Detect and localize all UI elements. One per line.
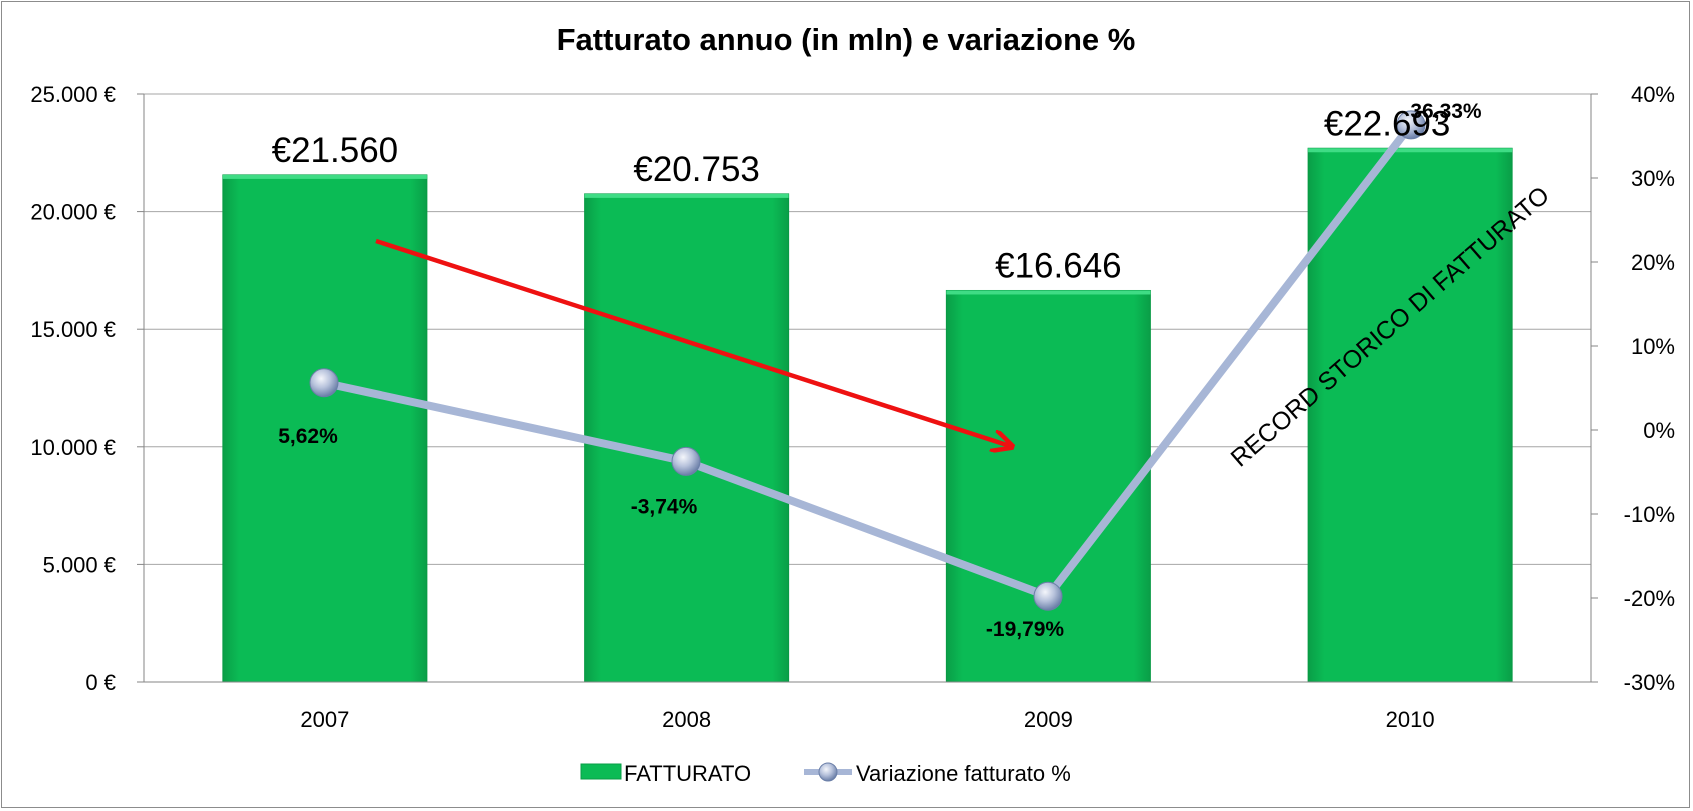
bar-top-highlight-2008 — [584, 193, 789, 198]
right-tick-label-7: 40% — [1631, 82, 1675, 107]
right-tick-label-6: 30% — [1631, 166, 1675, 191]
bar-2008 — [584, 193, 790, 683]
left-tick-label-1: 5.000 € — [43, 552, 116, 577]
bar-top-highlight-2009 — [946, 290, 1151, 295]
line-series — [309, 110, 1426, 611]
bar-2010 — [1307, 147, 1513, 683]
red-trend-arrow — [375, 238, 1010, 446]
right-tick-label-5: 20% — [1631, 250, 1675, 275]
line-value-labels: 5,62% -3,74% -19,79% 36,33% — [278, 100, 1482, 641]
category-label-2010: 2010 — [1386, 707, 1435, 732]
legend-bar-label: FATTURATO — [624, 761, 751, 786]
left-tick-label-2: 10.000 € — [30, 435, 116, 460]
left-tick-label-0: 0 € — [85, 670, 116, 695]
left-tick-label-3: 15.000 € — [30, 317, 116, 342]
line-value-label-2008: -3,74% — [631, 495, 698, 518]
right-tick-label-1: -20% — [1624, 586, 1675, 611]
axes — [143, 94, 1592, 683]
legend: FATTURATO Variazione fatturato % — [580, 761, 1071, 786]
chart-title: Fatturato annuo (in mln) e variazione % — [557, 22, 1136, 57]
line-value-label-2009: -19,79% — [986, 618, 1065, 641]
left-tick-label-4: 20.000 € — [30, 200, 116, 225]
category-label-2009: 2009 — [1024, 707, 1073, 732]
bar-2007 — [222, 174, 428, 683]
line-point-2008 — [671, 446, 701, 476]
bar-value-label-2007: €21.560 — [272, 131, 399, 170]
right-tick-label-2: -10% — [1624, 502, 1675, 527]
line-value-label-2007: 5,62% — [278, 425, 338, 448]
right-tick-label-3: 0% — [1643, 418, 1675, 443]
line-value-label-2010: 36,33% — [1410, 100, 1482, 123]
category-label-2008: 2008 — [662, 707, 711, 732]
right-axis-ticks: -30% -20% -10% 0% 10% 20% 30% 40% — [1591, 82, 1675, 695]
line-point-2007 — [309, 368, 339, 398]
bar-value-label-2010: €22.693 — [1324, 104, 1451, 143]
left-tick-label-5: 25.000 € — [30, 82, 116, 107]
category-labels: 2007 2008 2009 2010 — [300, 707, 1434, 732]
legend-bar-swatch — [580, 763, 622, 780]
bar-top-highlight-2010 — [1308, 148, 1513, 153]
left-axis-ticks: 0 € 5.000 € 10.000 € 15.000 € 20.000 € 25.000… — [30, 82, 144, 695]
variation-line — [323, 122, 1415, 601]
legend-line-marker — [818, 762, 838, 782]
right-tick-label-0: -30% — [1624, 670, 1675, 695]
category-label-2007: 2007 — [300, 707, 349, 732]
bar-value-labels: €21.560 €20.753 €16.646 €22.693 — [272, 104, 1451, 285]
trend-arrow — [375, 238, 1010, 446]
legend-line-label: Variazione fatturato % — [856, 761, 1071, 786]
bar-value-label-2009: €16.646 — [995, 246, 1122, 285]
line-point-2010 — [1396, 110, 1426, 140]
bar-series — [222, 147, 1513, 683]
bar-top-highlight-2007 — [222, 174, 427, 179]
line-point-2009 — [1033, 581, 1063, 611]
bar-2009 — [945, 289, 1151, 683]
bar-value-label-2008: €20.753 — [633, 150, 760, 189]
right-tick-label-4: 10% — [1631, 334, 1675, 359]
